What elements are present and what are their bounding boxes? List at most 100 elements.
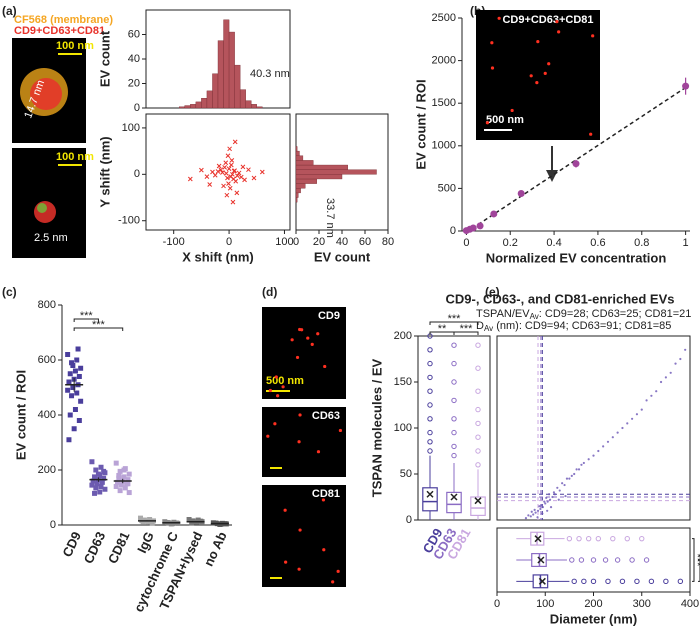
y-tick-label: 600 [38, 354, 56, 366]
point [530, 510, 533, 513]
image-spot [273, 422, 277, 426]
distance-label: 2.5 nm [34, 232, 68, 244]
point [240, 164, 246, 170]
point [98, 484, 104, 489]
point [72, 407, 78, 412]
outlier [427, 402, 433, 408]
outlier [451, 342, 457, 348]
image-spot [529, 74, 533, 78]
scale-bar-label: 500 nm [266, 375, 304, 387]
x-tick-label: 20 [313, 236, 325, 248]
image-spot [490, 41, 494, 45]
point [70, 385, 76, 390]
outlier [639, 535, 645, 542]
x-tick-label: 300 [633, 598, 651, 610]
panel-label: (e) [485, 285, 500, 299]
image-spot [547, 62, 551, 66]
outlier [619, 578, 626, 585]
point [527, 514, 530, 517]
point [186, 517, 192, 522]
hist-bar [201, 97, 208, 109]
mean-marker [474, 497, 482, 505]
hist-bar [212, 73, 219, 109]
x-tick-label: 0 [293, 236, 299, 248]
x-tick-label: 100 [275, 236, 293, 248]
outlier [451, 429, 457, 436]
significance-bracket [692, 538, 695, 582]
point [684, 348, 687, 351]
image-spot [490, 66, 495, 70]
outlier [624, 535, 630, 542]
hist-bar [190, 104, 197, 109]
outlier [451, 397, 457, 404]
hist-bar [295, 183, 306, 189]
x-tick-label: 1 [683, 237, 689, 249]
point [640, 408, 643, 411]
outlier [475, 406, 481, 413]
annotation-part: : CD9=28; CD63=25; CD81=21 [539, 308, 692, 320]
outlier [590, 557, 597, 563]
y-tick-label: 800 [38, 299, 56, 311]
point [76, 374, 82, 379]
image-spot [290, 338, 294, 342]
point [232, 139, 238, 145]
y-axis-label: EV count / ROI [13, 370, 28, 460]
point [534, 511, 537, 514]
image-label: CD9 [318, 310, 340, 322]
point [225, 153, 231, 159]
y-axis-label: TSPAN molecules / EV [369, 358, 384, 497]
point [546, 500, 549, 503]
outlier [610, 535, 616, 542]
image-spot [306, 336, 310, 340]
point [587, 458, 590, 461]
point [94, 481, 100, 487]
x-tick-label: CD81 [105, 529, 133, 565]
point [573, 472, 576, 476]
outlier [451, 452, 457, 459]
point [189, 520, 195, 526]
point [74, 390, 80, 396]
outlier [427, 360, 433, 367]
outlier [576, 535, 582, 542]
x-tick-label: 0.6 [590, 237, 605, 249]
point [541, 512, 544, 515]
y-tick-label: 60 [128, 28, 140, 40]
y-tick-label: 2000 [432, 55, 456, 67]
image [262, 485, 346, 587]
image-spot [323, 364, 327, 369]
point [215, 169, 221, 174]
point [490, 210, 498, 218]
image-spot [281, 385, 285, 389]
outlier [451, 379, 457, 385]
image-spot [321, 498, 326, 502]
x-tick-label: no Ab [201, 529, 230, 568]
x-tick-label: 0.4 [546, 237, 561, 249]
hist-bar [295, 160, 314, 166]
point [227, 185, 233, 191]
point [101, 475, 107, 481]
hist-bar [195, 101, 202, 109]
y-tick-label: 50 [400, 468, 412, 480]
image-spot [298, 528, 302, 532]
image-spot [336, 569, 340, 573]
image-spot [297, 440, 301, 444]
panel-label: (c) [2, 285, 17, 299]
inset-image [476, 10, 600, 140]
point [544, 502, 547, 505]
x-tick-label: CD63 [81, 529, 109, 565]
image-legend: CD9+CD63+CD81 [14, 25, 105, 37]
point [631, 417, 634, 420]
outlier [581, 578, 587, 585]
image-spot [297, 567, 301, 571]
trendline [465, 86, 687, 233]
point [548, 498, 552, 501]
image-label: CD63 [312, 410, 340, 422]
point [90, 478, 96, 484]
point [682, 82, 690, 90]
significance-bracket [429, 321, 479, 325]
hist-bar [295, 164, 348, 170]
y-tick-label: 200 [38, 464, 56, 476]
point [602, 445, 605, 448]
image-spot [591, 34, 595, 38]
x-axis-label: Normalized EV concentration [486, 250, 667, 265]
